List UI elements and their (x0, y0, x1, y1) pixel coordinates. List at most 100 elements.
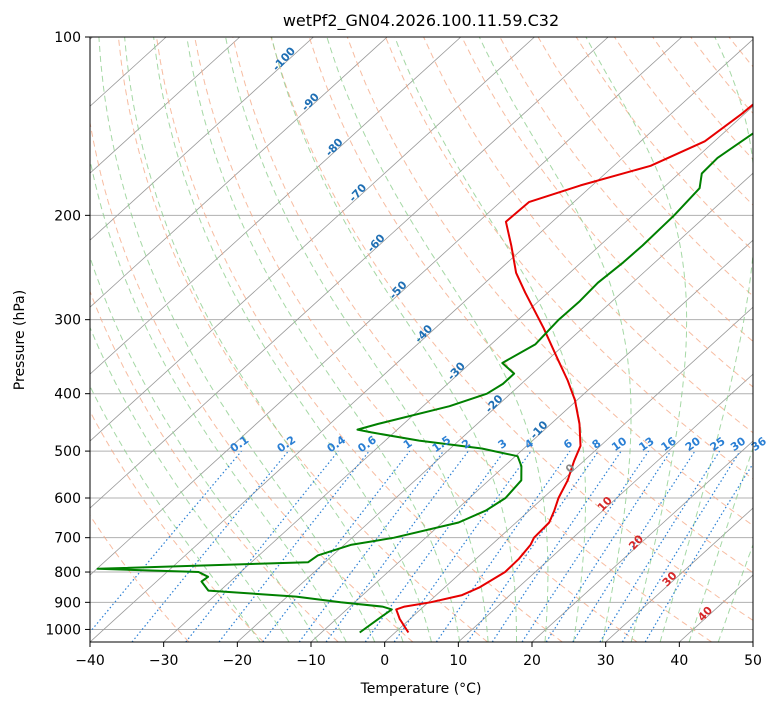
mixing-ratio-line (621, 450, 741, 642)
isotherm-label: -50 (387, 278, 410, 302)
dry-adiabat (652, 37, 753, 161)
isotherm-label: 20 (626, 532, 646, 552)
x-tick-label: 10 (449, 653, 467, 669)
isotherm-label: -20 (483, 392, 506, 416)
mixing-ratio-label: 1.5 (430, 433, 453, 455)
isotherm-line (90, 38, 753, 642)
moist-adiabat (688, 446, 753, 642)
dry-adiabat (90, 410, 264, 642)
dry-adiabat (90, 119, 414, 642)
y-tick-label: 100 (54, 30, 81, 46)
isotherm-label: -80 (323, 135, 346, 159)
moist-adiabat (153, 37, 432, 642)
isotherm-label: -40 (412, 322, 435, 346)
isotherm-line (384, 306, 753, 642)
mixing-ratio-line (90, 450, 242, 634)
mixing-ratio-label: 3 (496, 437, 510, 452)
y-tick-label: 700 (54, 531, 81, 547)
dry-adiabat (308, 37, 753, 574)
moist-adiabat (98, 37, 376, 642)
isotherm-line (237, 172, 753, 642)
isotherm-line (605, 507, 753, 642)
mixing-ratio-line (467, 450, 599, 642)
y-tick-label: 300 (54, 313, 81, 329)
dry-adiabat (232, 37, 712, 642)
mixing-ratio-line (131, 450, 289, 642)
mixing-ratio-line (393, 450, 532, 642)
y-axis: 100 200 300 400 500 600 700 800 900 1000 (45, 30, 90, 638)
isotherm-label: 10 (595, 494, 615, 514)
mixing-ratio-line (521, 450, 650, 642)
isotherm-label: -60 (365, 231, 388, 255)
isotherm-label: 40 (695, 604, 715, 624)
mixing-ratio-line (644, 462, 753, 642)
plot-frame (89, 36, 754, 643)
moist-adiabat (225, 37, 489, 642)
line-labels: 0.1 0.2 0.4 0.6 1 1.5 2 3 4 6 8 10 13 16 20 25 30 36-100-… (228, 44, 769, 624)
dry-adiabat (690, 37, 753, 115)
mixing-ratio-label: 0.6 (355, 433, 379, 455)
mixing-ratio-label: 0.1 (228, 433, 251, 455)
moist-adiabat (124, 37, 404, 642)
mixing-ratio-line (435, 450, 571, 642)
y-tick-label: 400 (54, 387, 81, 403)
mixing-ratio-line (298, 450, 444, 642)
dry-adiabat (270, 37, 753, 621)
background-lines (90, 37, 775, 642)
isotherm-line (90, 37, 241, 174)
isotherm-line (90, 37, 535, 442)
mixing-ratio-label: 2 (459, 437, 473, 452)
x-tick-label: −20 (223, 653, 253, 669)
mixing-ratio-line (185, 450, 339, 642)
mixing-ratio-line (325, 450, 469, 642)
dry-adiabat (156, 37, 563, 642)
mixing-ratio-line (364, 450, 505, 642)
isotherm-line (163, 105, 753, 642)
y-tick-label: 200 (54, 208, 81, 224)
temperature-profile (395, 103, 753, 634)
y-tick-label: 500 (54, 444, 81, 460)
moist-adiabat (659, 37, 753, 642)
mixing-ratio-label: 0.4 (325, 433, 349, 455)
y-tick-label: 600 (54, 491, 81, 507)
isotherm-line (458, 373, 753, 642)
dry-adiabat (767, 37, 775, 642)
chart-title: wetPf2_GN04.2026.100.11.59.C32 (283, 11, 559, 31)
dry-adiabat (537, 37, 753, 297)
dry-adiabat (90, 514, 190, 642)
y-tick-label: 800 (54, 565, 81, 581)
x-tick-label: −10 (296, 653, 326, 669)
moist-adiabat (271, 37, 517, 642)
mixing-ratio-label: 8 (590, 437, 604, 452)
x-tick-label: 50 (744, 653, 762, 669)
moist-adiabat (585, 37, 688, 642)
moist-adiabat (90, 326, 290, 642)
isotherm-line (90, 37, 609, 509)
dry-adiabat (728, 37, 753, 68)
x-axis-label: Temperature (°C) (360, 681, 482, 697)
mixing-ratio-line (545, 450, 672, 642)
mixing-ratio-line (491, 450, 622, 642)
x-tick-label: −30 (149, 653, 179, 669)
isotherm-line (752, 641, 753, 642)
dry-adiabat (385, 37, 753, 480)
isotherm-label: -90 (299, 90, 322, 114)
isotherm-line (90, 37, 314, 241)
x-tick-label: 30 (597, 653, 615, 669)
mixing-ratio-line (572, 450, 696, 642)
isotherm-label: -70 (346, 181, 369, 205)
data-series (96, 103, 753, 634)
x-tick-label: 20 (523, 653, 541, 669)
isotherm-label: 0 (563, 461, 578, 476)
moist-adiabat (717, 543, 753, 642)
x-tick-label: −40 (75, 653, 105, 669)
moist-adiabat (90, 255, 319, 642)
y-tick-label: 900 (54, 595, 81, 611)
x-axis: −40 −30 −20 −10 0 10 20 30 40 50 (75, 642, 762, 669)
isotherm-line (310, 239, 753, 642)
moist-adiabat (326, 37, 549, 642)
mixing-ratio-label: 6 (561, 437, 575, 452)
moist-adiabat (90, 157, 347, 642)
isotherm-line (90, 37, 462, 375)
